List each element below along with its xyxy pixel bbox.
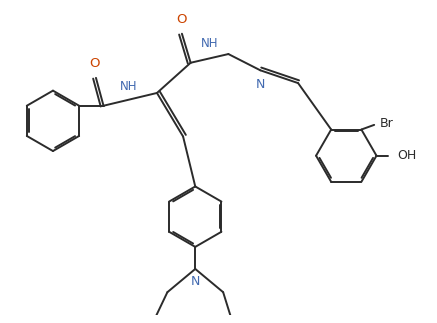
Text: Br: Br [380, 117, 394, 130]
Text: N: N [191, 275, 200, 288]
Text: N: N [256, 78, 265, 91]
Text: NH: NH [120, 80, 138, 93]
Text: O: O [177, 13, 187, 26]
Text: O: O [90, 57, 100, 70]
Text: OH: OH [397, 149, 416, 162]
Text: NH: NH [201, 37, 218, 50]
